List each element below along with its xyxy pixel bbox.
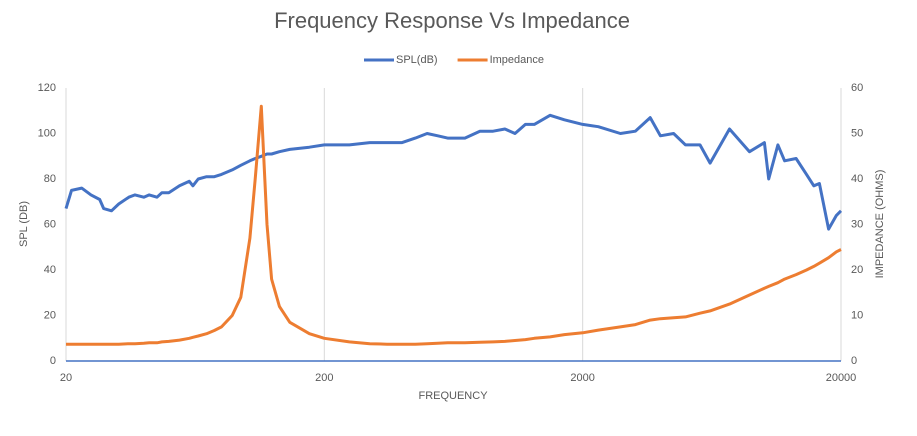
y-axis-label: SPL (DB) [18,201,30,247]
y2-tick-label: 60 [851,82,863,94]
series-line [66,104,842,346]
x-tick-label: 20 [60,372,72,384]
x-tick-label: 20000 [826,372,857,384]
y-tick-label: 0 [50,355,56,367]
y-tick-label: 40 [44,264,56,276]
y-tick-label: 60 [44,218,56,230]
y2-tick-label: 10 [851,309,863,321]
x-tick-label: 2000 [570,372,594,384]
y2-tick-label: 0 [851,355,857,367]
y-tick-label: 20 [44,309,56,321]
y-tick-label: 120 [38,82,56,94]
series-line [64,113,843,231]
chart-title: Frequency Response Vs Impedance [274,8,630,33]
legend-label: Impedance [490,54,544,66]
x-tick-label: 200 [315,372,333,384]
y-tick-label: 80 [44,173,56,185]
y2-axis-label: IMPEDANCE (OHMS) [874,170,886,279]
legend-label: SPL(dB) [396,54,438,66]
x-axis-label: FREQUENCY [418,390,488,402]
y-tick-label: 100 [38,127,56,139]
y2-tick-label: 40 [851,173,863,185]
y2-tick-label: 20 [851,264,863,276]
y2-tick-label: 50 [851,127,863,139]
y2-tick-label: 30 [851,218,863,230]
